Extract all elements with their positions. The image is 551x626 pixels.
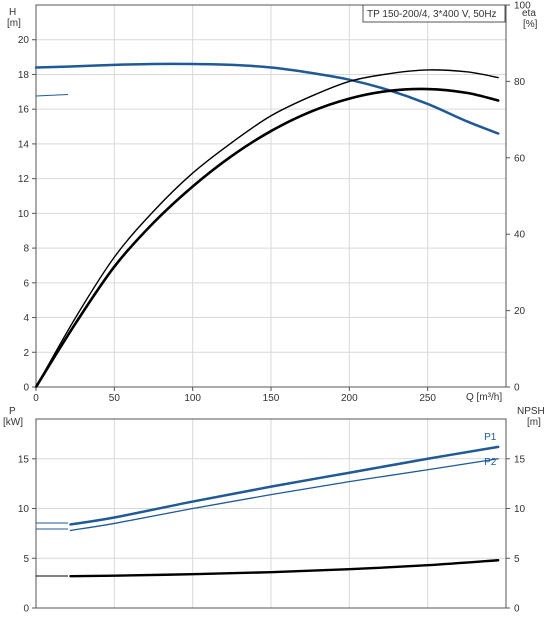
title-box <box>362 4 506 23</box>
top-left-tick-label: 14 <box>18 139 30 150</box>
chart-title: TP 150-200/4, 3*400 V, 50Hz <box>367 9 497 20</box>
right-axis-title-npsh: NPSH <box>517 406 545 417</box>
top-head-lead-line <box>35 94 69 97</box>
top-right-tick-label: 60 <box>514 153 526 164</box>
top-grid <box>36 4 506 387</box>
bottom-annotations: P1 P2 <box>484 432 497 468</box>
top-right-tick-label: 20 <box>514 306 526 317</box>
bottom-series-line-0 <box>69 445 500 526</box>
x-tick-label: 150 <box>263 393 280 404</box>
top-left-tick-label: 12 <box>18 174 30 185</box>
top-left-tick-label: 20 <box>18 35 30 46</box>
bottom-series-line-1 <box>69 458 499 532</box>
bottom-right-tick-label: 15 <box>514 454 526 465</box>
left-axis-title-p: P <box>9 406 16 417</box>
top-left-tick-label: 2 <box>23 348 29 359</box>
x-tick-label: 100 <box>184 393 201 404</box>
bottom-right-tick-label: 0 <box>514 604 520 615</box>
x-tick-label: 0 <box>33 393 39 404</box>
right-axis-title-eta: eta <box>522 8 536 19</box>
x-axis-title: Q [m³/h] <box>466 392 502 403</box>
series-annotation-p2: P2 <box>484 457 497 468</box>
x-tick-label: 250 <box>419 393 436 404</box>
bottom-series <box>36 445 500 578</box>
top-right-tick-label: 80 <box>514 77 526 88</box>
bottom-left-tick-label: 15 <box>18 454 30 465</box>
left-axis-title-h: H <box>9 7 16 18</box>
bottom-left-tick-label: 10 <box>18 504 30 515</box>
right-axis-unit-m: [m] <box>527 417 541 428</box>
top-left-tick-label: 16 <box>18 105 30 116</box>
series-annotation-p1: P1 <box>484 432 497 443</box>
x-tick-label: 50 <box>109 393 121 404</box>
top-series-line-0 <box>34 62 500 135</box>
top-series-line-1 <box>35 69 499 388</box>
top-right-tick-label: 0 <box>514 383 520 394</box>
right-axis-unit-percent: [%] <box>523 19 538 30</box>
left-axis-unit-m: [m] <box>7 18 21 29</box>
top-left-tick-label: 8 <box>23 244 29 255</box>
bottom-ticks: 0 5 10 15 0 5 10 15 <box>18 454 526 614</box>
power-npsh-chart: 0 5 10 15 0 5 10 15 P [kW] NPSH [m] P1 P2 <box>3 406 545 615</box>
top-right-tick-label: 100 <box>514 1 531 12</box>
bottom-grid <box>36 419 506 608</box>
bottom-left-tick-label: 5 <box>23 554 29 565</box>
top-left-tick-label: 18 <box>18 70 30 81</box>
left-axis-unit-kw: [kW] <box>3 417 23 428</box>
top-left-tick-label: 4 <box>23 313 29 324</box>
top-left-tick-label: 10 <box>18 209 30 220</box>
top-series-line-2 <box>34 87 500 389</box>
top-left-tick-label: 0 <box>23 383 29 394</box>
bottom-series-line-2 <box>69 559 500 578</box>
x-tick-label: 200 <box>341 393 358 404</box>
top-series <box>34 62 500 389</box>
bottom-left-tick-label: 0 <box>23 604 29 615</box>
top-right-tick-label: 40 <box>514 230 526 241</box>
top-left-tick-label: 6 <box>23 278 29 289</box>
bottom-right-tick-label: 5 <box>514 554 520 565</box>
bottom-right-tick-label: 10 <box>514 504 526 515</box>
bottom-plot-frame <box>35 418 507 609</box>
